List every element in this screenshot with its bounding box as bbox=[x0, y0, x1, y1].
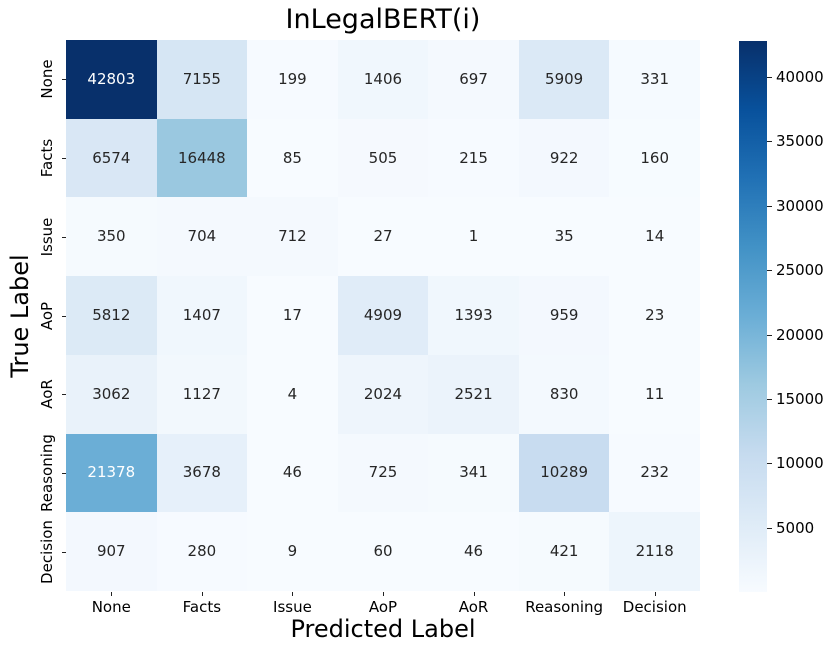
heatmap-cell: 922 bbox=[518, 118, 610, 198]
y-tick-label: AoP bbox=[38, 301, 56, 330]
heatmap-cell: 907 bbox=[66, 512, 157, 591]
heatmap-cell: 3062 bbox=[66, 354, 157, 434]
heatmap-cell: 17 bbox=[247, 276, 338, 355]
y-tick-label: None bbox=[38, 59, 56, 99]
y-tick-mark bbox=[61, 472, 66, 474]
x-tick-label: Issue bbox=[273, 598, 312, 616]
heatmap-cell: 1406 bbox=[337, 40, 429, 119]
heatmap-cell: 1407 bbox=[156, 276, 248, 355]
heatmap-cell: 712 bbox=[247, 197, 338, 277]
colorbar-tick-label: 30000 bbox=[776, 196, 824, 215]
heatmap-cell: 2521 bbox=[428, 354, 519, 434]
colorbar-tick-label: 20000 bbox=[776, 325, 824, 344]
heatmap-cell: 7155 bbox=[156, 40, 248, 119]
heatmap-cell: 280 bbox=[156, 512, 248, 591]
heatmap-cell: 697 bbox=[428, 40, 519, 119]
heatmap-cell: 4 bbox=[247, 354, 338, 434]
x-tick-mark bbox=[473, 591, 475, 596]
y-tick-mark bbox=[61, 551, 66, 553]
colorbar-tick-mark bbox=[767, 463, 772, 465]
colorbar-tick-mark bbox=[767, 334, 772, 336]
heatmap-cell: 10289 bbox=[518, 433, 610, 513]
heatmap-cell: 5909 bbox=[518, 40, 610, 119]
heatmap-cell: 959 bbox=[518, 276, 610, 355]
x-tick-label: Decision bbox=[622, 598, 687, 616]
colorbar-tick-label: 40000 bbox=[776, 68, 824, 87]
x-tick-mark bbox=[654, 591, 656, 596]
y-tick-label: AoR bbox=[38, 379, 56, 410]
heatmap-cell: 42803 bbox=[66, 40, 157, 119]
x-tick-mark bbox=[201, 591, 203, 596]
y-tick-mark bbox=[61, 315, 66, 317]
heatmap-cell: 160 bbox=[609, 118, 700, 198]
heatmap-cell: 5812 bbox=[66, 276, 157, 355]
colorbar-tick-label: 25000 bbox=[776, 261, 824, 280]
colorbar-tick-mark bbox=[767, 270, 772, 272]
heatmap-cell: 3678 bbox=[156, 433, 248, 513]
heatmap-cell: 199 bbox=[247, 40, 338, 119]
heatmap-grid: 42803 7155 199 1406 697 5909 331 6574 16448 85 505… bbox=[66, 40, 700, 591]
colorbar-tick-label: 15000 bbox=[776, 389, 824, 408]
heatmap-cell: 60 bbox=[337, 512, 429, 591]
x-tick-label: Facts bbox=[182, 598, 222, 616]
heatmap-cell: 1393 bbox=[428, 276, 519, 355]
x-axis-label: Predicted Label bbox=[290, 615, 476, 643]
heatmap-cell: 341 bbox=[428, 433, 519, 513]
y-tick-mark bbox=[61, 79, 66, 81]
colorbar-tick-label: 10000 bbox=[776, 454, 824, 473]
heatmap-cell: 21378 bbox=[66, 433, 157, 513]
heatmap-cell: 23 bbox=[609, 276, 700, 355]
x-tick-mark bbox=[292, 591, 294, 596]
y-tick-label: Issue bbox=[38, 217, 56, 257]
y-tick-mark bbox=[61, 236, 66, 238]
heatmap-cell: 6574 bbox=[66, 118, 157, 198]
y-axis-label: True Label bbox=[6, 254, 34, 378]
heatmap-cell: 232 bbox=[609, 433, 700, 513]
heatmap-cell: 421 bbox=[518, 512, 610, 591]
heatmap-cell: 11 bbox=[609, 354, 700, 434]
heatmap-cell: 16448 bbox=[156, 118, 248, 198]
colorbar-tick-mark bbox=[767, 77, 772, 79]
heatmap-cell: 35 bbox=[518, 197, 610, 277]
heatmap-cell: 725 bbox=[337, 433, 429, 513]
x-tick-label: None bbox=[91, 598, 131, 616]
colorbar-tick-mark bbox=[767, 527, 772, 529]
heatmap-cell: 9 bbox=[247, 512, 338, 591]
heatmap-cell: 14 bbox=[609, 197, 700, 277]
y-tick-mark bbox=[61, 394, 66, 396]
y-tick-label: Reasoning bbox=[38, 433, 56, 512]
heatmap-cell: 830 bbox=[518, 354, 610, 434]
colorbar-tick-mark bbox=[767, 141, 772, 143]
y-tick-mark bbox=[61, 158, 66, 160]
heatmap-cell: 704 bbox=[156, 197, 248, 277]
colorbar-tick-mark bbox=[767, 398, 772, 400]
x-tick-mark bbox=[564, 591, 566, 596]
x-tick-mark bbox=[111, 591, 113, 596]
heatmap-cell: 350 bbox=[66, 197, 157, 277]
heatmap-cell: 1127 bbox=[156, 354, 248, 434]
heatmap-cell: 2024 bbox=[337, 354, 429, 434]
heatmap-cell: 4909 bbox=[337, 276, 429, 355]
x-tick-label: AoP bbox=[368, 598, 398, 616]
heatmap-cell: 1 bbox=[428, 197, 519, 277]
x-tick-label: AoR bbox=[458, 598, 489, 616]
heatmap-cell: 85 bbox=[247, 118, 338, 198]
y-tick-label: Facts bbox=[38, 138, 56, 178]
heatmap-cell: 505 bbox=[337, 118, 429, 198]
chart-title: InLegalBERT(i) bbox=[285, 4, 481, 35]
colorbar-tick-mark bbox=[767, 205, 772, 207]
heatmap-cell: 2118 bbox=[609, 512, 700, 591]
heatmap-cell: 27 bbox=[337, 197, 429, 277]
heatmap-cell: 215 bbox=[428, 118, 519, 198]
colorbar-tick-label: 35000 bbox=[776, 132, 824, 151]
heatmap-cell: 46 bbox=[247, 433, 338, 513]
colorbar-tick-label: 5000 bbox=[776, 518, 815, 537]
heatmap-cell: 46 bbox=[428, 512, 519, 591]
x-tick-mark bbox=[383, 591, 384, 596]
y-tick-label: Decision bbox=[38, 519, 56, 584]
heatmap-cell: 331 bbox=[609, 40, 700, 119]
colorbar-gradient bbox=[739, 41, 767, 592]
x-tick-label: Reasoning bbox=[525, 598, 604, 616]
